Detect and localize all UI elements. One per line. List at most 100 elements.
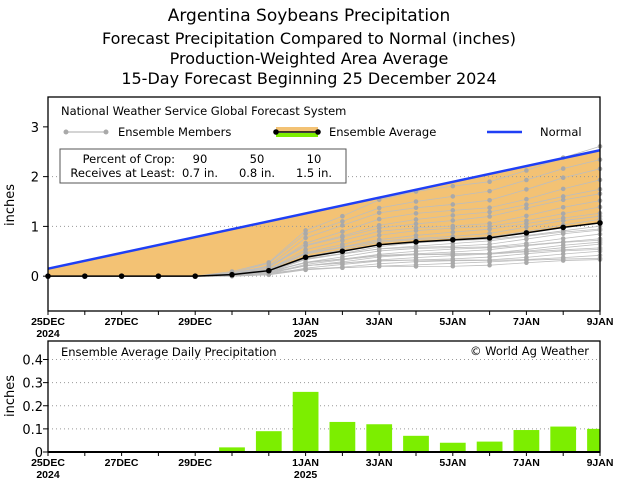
ensemble-average-point [118,273,125,279]
ensemble-average-point [523,230,530,236]
ensemble-member-point [524,241,529,246]
ensemble-member-point [340,238,345,243]
ensemble-member-point [413,221,419,227]
ensemble-member-point [303,231,308,237]
ensemble-member-point [524,255,529,260]
bar-x-tick-label: 3JAN [366,457,393,469]
ensemble-member-point [450,223,456,229]
y-tick-label: 3 [31,121,39,136]
ensemble-member-point [560,166,566,171]
ensemble-member-point [340,219,345,224]
ensemble-member-point [303,240,308,246]
ensemble-member-point [376,216,382,222]
plot-frame [47,96,601,312]
ensemble-member-point [487,231,492,236]
ensemble-member-point [376,237,382,242]
ensemble-member-point [450,194,456,199]
ensemble-member-point [450,218,456,223]
crop-percent-50: 50 [250,152,265,166]
ensemble-average-point [450,237,456,243]
ensemble-average-point [339,248,346,255]
x-tick-label: 1JAN [292,316,319,328]
x-tick-label: 25DEC [31,316,65,328]
ensemble-member-point [487,251,492,256]
ensemble-member-point [340,233,345,239]
x-tick-label: 29DEC [178,316,212,328]
legend-normal-label: Normal [540,125,582,139]
ensemble-member-point [560,175,566,181]
chart-subtitle-3: 15-Day Forecast Beginning 25 December 20… [121,69,496,88]
bar-x-tick-label: 7JAN [513,457,540,469]
legend-average-fill [276,127,318,132]
ensemble-member-point [413,233,419,238]
ensemble-average-point [413,239,419,245]
daily-precip-bar [513,430,540,452]
legend-members-marker [103,129,109,135]
ensemble-member-point [450,183,456,189]
daily-precip-bar [255,431,282,452]
ensemble-member-point [413,199,419,204]
ensemble-average-line [48,222,601,277]
ensemble-average-point [229,271,235,278]
ensemble-average-point [155,273,162,279]
ensemble-member-point [524,177,529,183]
ensemble-average-point [560,224,566,231]
bar-x-tick-label: 29DEC [178,457,212,469]
ensemble-member-point [524,224,529,230]
daily-precip-bar [292,391,319,452]
ensemble-member-point [376,222,382,228]
ensemble-member-point [524,247,529,252]
ensemble-member-point [376,229,382,234]
ensemble-member-point [450,213,456,218]
ensemble-member-point [413,217,419,222]
ensemble-member-point [340,229,345,234]
ensemble-member-point [413,211,419,216]
ensemble-member-point [376,205,382,211]
legend-average-marker [273,129,279,135]
ensemble-member-point [340,223,345,228]
bar-chart-title: Ensemble Average Daily Precipitation [61,345,277,359]
ensemble-member-point [376,232,382,238]
bar-x-tick-label: 27DEC [105,457,139,469]
ensemble-member-point [560,255,566,260]
ensemble-member-point [524,213,529,219]
ensemble-member-point [450,256,456,262]
legend-average-label: Ensemble Average [329,125,436,139]
crop-table-box [59,148,347,184]
ensemble-member-point [303,247,308,253]
daily-precip-bar [329,421,356,452]
daily-precip-bar [439,442,466,452]
ensemble-member-point [450,208,456,213]
daily-precip-bar [366,424,393,452]
crop-percent-90: 90 [193,152,208,166]
bar-y-tick-label: 0.3 [22,377,43,392]
ensemble-member-point [560,186,566,192]
y-tick-label: 2 [31,171,39,186]
bar-y-axis-label: inches [3,375,18,417]
ensemble-member-point [560,205,566,210]
ensemble-member-point [303,228,308,233]
y-tick-label: 1 [31,220,39,235]
chart-subtitle-2: Production-Weighted Area Average [170,49,449,68]
ensemble-member-point [303,235,308,241]
ensemble-member-point [487,188,492,194]
ensemble-member-point [560,197,566,203]
legend-source: National Weather Service Global Forecast… [61,104,346,118]
deficit-fill [48,150,600,277]
ensemble-member-point [413,205,419,211]
crop-amount-90: 0.7 in. [182,166,218,180]
ensemble-member-point [413,225,419,231]
credit-text: © World Ag Weather [470,344,589,358]
ensemble-member-point [487,214,492,219]
bar-x-tick-label: 1JAN [292,457,319,469]
ensemble-member-point [524,205,529,211]
daily-precip-bar [550,426,577,452]
ensemble-average-point [302,254,309,261]
ensemble-member-point [413,262,419,268]
ensemble-member-point [524,218,529,224]
ensemble-member-point [340,242,345,247]
ensemble-member-point [524,202,529,207]
crop-percent-label: Percent of Crop: [83,152,175,166]
crop-table: Percent of Crop: Receives at Least: 90 5… [59,148,347,184]
bar-x-tick-label: 9JAN [587,457,614,469]
